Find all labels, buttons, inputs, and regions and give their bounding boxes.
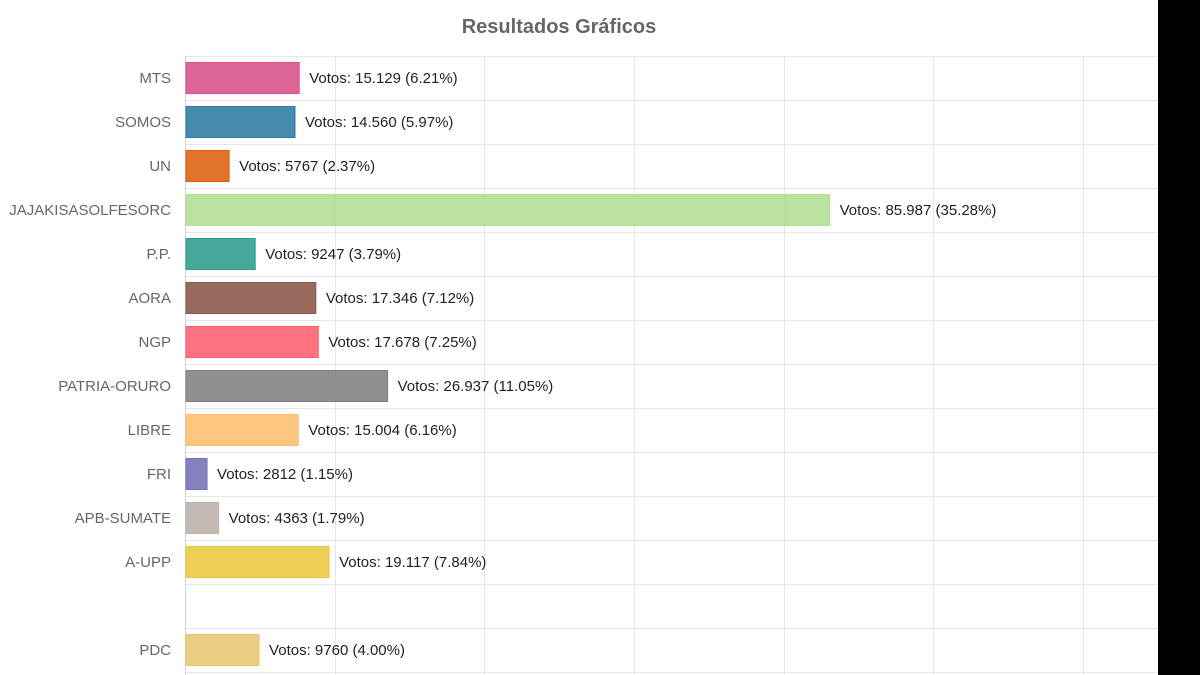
- grid-lines: [185, 56, 1158, 675]
- data-label: Votos: 19.117 (7.84%): [339, 554, 486, 571]
- bar: [185, 634, 260, 666]
- category-label: NGP: [138, 334, 171, 351]
- chart-title: Resultados Gráficos: [461, 16, 657, 38]
- category-label: AORA: [128, 290, 171, 307]
- data-label: Votos: 17.346 (7.12%): [326, 290, 474, 307]
- data-label: Votos: 15.129 (6.21%): [309, 70, 457, 87]
- data-label: Votos: 9760 (4.00%): [269, 642, 405, 659]
- category-label: PDC: [139, 642, 171, 659]
- data-label: Votos: 26.937 (11.05%): [398, 378, 554, 395]
- bar: [185, 502, 220, 534]
- category-label: PATRIA-ORURO: [58, 378, 171, 395]
- category-label: JAJAKISASOLFESORC: [9, 202, 171, 219]
- data-label: Votos: 14.560 (5.97%): [305, 114, 453, 131]
- data-label: Votos: 9247 (3.79%): [265, 246, 401, 263]
- data-label: Votos: 4363 (1.79%): [229, 510, 365, 527]
- data-label: Votos: 15.004 (6.16%): [308, 422, 456, 439]
- data-label: Votos: 5767 (2.37%): [239, 158, 375, 175]
- bar: [185, 546, 330, 578]
- category-label: APB-SUMATE: [75, 510, 171, 527]
- category-label: A-UPP: [125, 554, 171, 571]
- data-label: Votos: 85.987 (35.28%): [840, 202, 997, 219]
- bar: [185, 414, 299, 446]
- category-label: P.P.: [147, 246, 171, 263]
- bar: [185, 62, 300, 94]
- bar: [185, 238, 256, 270]
- bar: [185, 458, 208, 490]
- bar: [185, 370, 389, 402]
- bar: [185, 282, 317, 314]
- category-label: MTS: [139, 70, 171, 87]
- category-label: FRI: [147, 466, 171, 483]
- category-label: LIBRE: [128, 422, 171, 439]
- data-label: Votos: 2812 (1.15%): [217, 466, 353, 483]
- chart-panel: Resultados Gráficos MTS Votos: 15.129 (6.…: [0, 0, 1158, 675]
- category-label: SOMOS: [115, 114, 171, 131]
- data-label: Votos: 17.678 (7.25%): [328, 334, 476, 351]
- bar: [185, 150, 230, 182]
- category-label: UN: [149, 158, 171, 175]
- bar: [185, 106, 296, 138]
- bar-chart: MTS Votos: 15.129 (6.21%) SOMOS Votos: 14.5…: [9, 56, 1158, 675]
- bar: [185, 326, 319, 358]
- bar: [185, 194, 831, 226]
